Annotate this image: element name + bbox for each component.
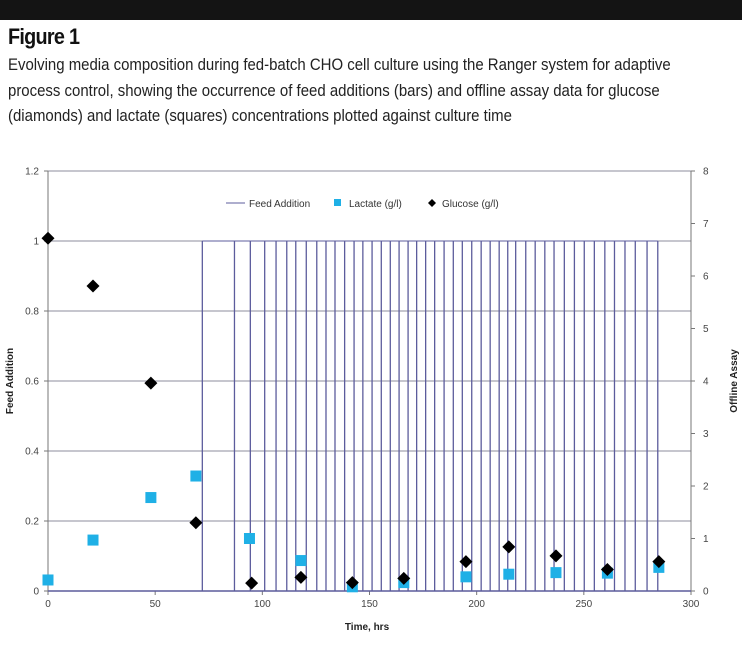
x-tick-label: 0 [45, 599, 51, 610]
lactate-point [87, 534, 99, 546]
x-tick-label: 200 [468, 599, 485, 610]
glucose-point [189, 516, 203, 530]
y2-tick-label: 6 [703, 272, 709, 283]
y2-tick-label: 8 [703, 167, 709, 178]
figure-title: Figure 1 [8, 24, 80, 49]
y-tick-label: 1.2 [25, 167, 39, 178]
glucose-point [652, 555, 666, 569]
glucose-point [294, 570, 308, 584]
lactate-point [295, 555, 307, 567]
legend-lactate-swatch [334, 199, 341, 206]
glucose-point [86, 279, 100, 293]
y2-tick-label: 3 [703, 429, 709, 440]
glucose-point [345, 576, 359, 590]
y-axis-label: Feed Addition [5, 348, 16, 414]
lactate-point [243, 533, 255, 544]
lactate-point [550, 567, 562, 579]
legend-feed-label: Feed Addition [249, 199, 310, 210]
glucose-point [459, 555, 473, 569]
y2-tick-label: 1 [703, 534, 709, 545]
x-tick-label: 150 [361, 599, 378, 610]
y2-tick-label: 7 [703, 219, 709, 230]
x-tick-label: 300 [683, 599, 700, 610]
glucose-point [549, 549, 563, 563]
y-tick-label: 0.6 [25, 377, 39, 388]
y2-tick-label: 5 [703, 324, 709, 335]
y-tick-label: 0.2 [25, 517, 39, 528]
glucose-point [144, 376, 158, 390]
lactate-point [42, 574, 54, 586]
y2-tick-label: 2 [703, 482, 709, 493]
y-tick-label: 0 [33, 587, 39, 598]
lactate-point [145, 492, 157, 504]
y2-tick-label: 0 [703, 587, 709, 598]
x-tick-label: 50 [150, 599, 162, 610]
x-tick-label: 250 [575, 599, 592, 610]
legend-lactate-label: Lactate (g/l) [349, 199, 402, 210]
legend-glucose-label: Glucose (g/l) [442, 199, 499, 210]
glucose-point [245, 576, 259, 590]
lactate-point [460, 571, 472, 583]
top-banner [0, 0, 742, 20]
glucose-point [41, 231, 55, 245]
y-tick-label: 0.4 [25, 447, 39, 458]
y2-axis-label: Offline Assay [729, 349, 740, 413]
legend: Feed Addition Lactate (g/l) Glucose (g/l… [226, 199, 499, 210]
figure-caption: Evolving media composition during fed-ba… [8, 55, 671, 125]
legend-glucose-swatch [428, 199, 436, 207]
glucose-point [600, 562, 614, 576]
y-tick-label: 1 [33, 237, 39, 248]
lactate-point [190, 470, 202, 482]
glucose-point [397, 571, 411, 585]
y-tick-label: 0.8 [25, 307, 39, 318]
y2-tick-label: 4 [703, 377, 709, 388]
lactate-point [503, 568, 515, 580]
glucose-point [502, 540, 516, 554]
x-axis-label: Time, hrs [345, 622, 390, 633]
x-tick-label: 100 [254, 599, 271, 610]
